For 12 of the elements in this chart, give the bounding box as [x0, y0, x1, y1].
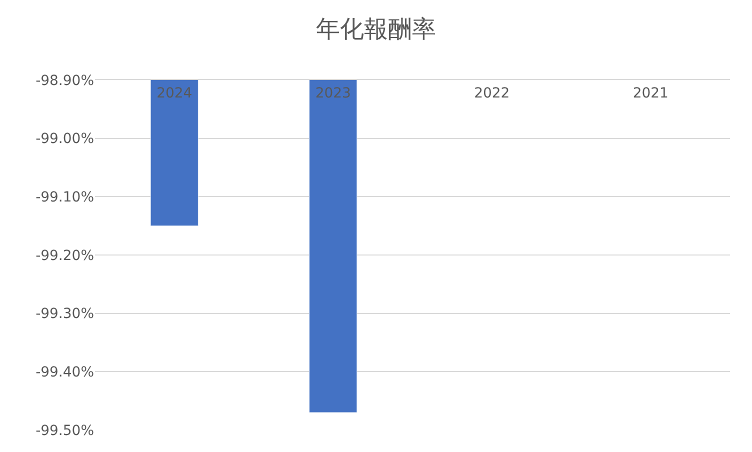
x-tick-label: 2023 — [315, 85, 351, 102]
y-tick-label: -99.40% — [36, 364, 94, 381]
y-tick-label: -99.20% — [36, 248, 94, 264]
chart-title: 年化報酬率 — [316, 15, 436, 44]
x-tick-label: 2021 — [632, 85, 668, 102]
y-tick-label: -98.90% — [36, 72, 94, 89]
y-tick-label: -99.50% — [36, 422, 94, 439]
y-tick-label: -99.00% — [36, 131, 94, 148]
x-tick-label: 2022 — [474, 85, 510, 102]
x-tick-label: 2024 — [156, 85, 192, 102]
y-tick-label: -99.10% — [36, 190, 94, 206]
y-tick-label: -99.30% — [36, 306, 94, 322]
